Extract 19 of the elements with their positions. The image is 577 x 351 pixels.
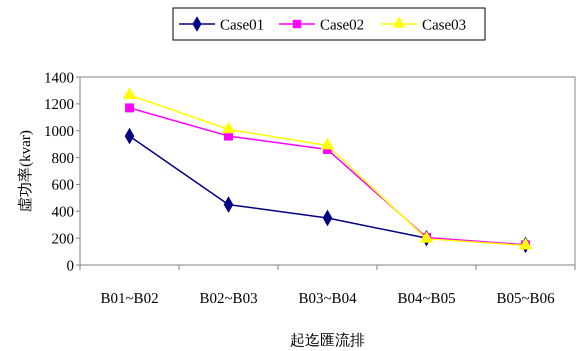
- x-tick-label: B03~B04: [298, 291, 358, 307]
- x-tick-label: B01~B02: [100, 291, 159, 307]
- y-tick-label: 1200: [44, 97, 74, 114]
- y-axis-title: 虛功率(kvar): [17, 130, 34, 212]
- legend-label: Case01: [220, 17, 264, 34]
- legend-label: Case02: [320, 17, 364, 34]
- y-tick-label: 200: [52, 231, 74, 248]
- y-tick-label: 600: [52, 178, 74, 194]
- y-tick-label: 0: [66, 258, 74, 274]
- x-axis-title: 起迄匯流排: [290, 332, 365, 349]
- y-tick-label: 800: [52, 150, 74, 167]
- legend-label: Case03: [422, 17, 466, 34]
- y-tick-label: 400: [52, 204, 74, 221]
- point: [125, 103, 134, 112]
- x-tick-label: B05~B06: [496, 291, 556, 307]
- y-tick-label: 1400: [44, 70, 74, 86]
- y-tick-label: 1000: [44, 124, 74, 140]
- x-tick-label: B04~B05: [397, 291, 456, 307]
- x-tick-label: B02~B03: [199, 291, 258, 307]
